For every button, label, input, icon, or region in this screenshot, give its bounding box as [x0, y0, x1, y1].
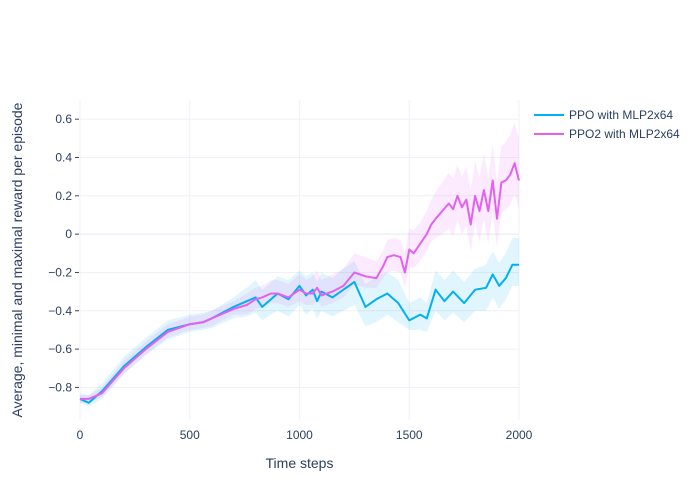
y-axis-ticks: 0.6 0.4 0.2 0 −0.2 −0.4 −0.6 −0.8: [48, 112, 79, 394]
x-axis-title: Time steps: [266, 455, 334, 471]
y-tick-label: 0.4: [55, 150, 72, 164]
y-tick-label: −0.4: [48, 304, 72, 318]
y-tick-label: −0.6: [48, 342, 72, 356]
x-axis-ticks: 0 500 1000 1500 2000: [77, 428, 533, 442]
series-line-1: [80, 162, 520, 400]
x-tick-label: 2000: [506, 428, 533, 442]
x-tick-label: 0: [77, 428, 84, 442]
x-tick-label: 1000: [286, 428, 313, 442]
y-tick-label: −0.8: [48, 380, 72, 394]
y-tick-label: 0: [65, 227, 72, 241]
x-tick-label: 500: [180, 428, 200, 442]
y-tick-label: 0.6: [55, 112, 72, 126]
x-tick-label: 1500: [396, 428, 423, 442]
y-axis-title: Average, minimal and maximal reward per …: [9, 102, 25, 417]
series-lines: [79, 162, 520, 404]
legend-label-ppo2[interactable]: PPO2 with MLP2x64: [569, 127, 680, 141]
legend[interactable]: PPO with MLP2x64 PPO2 with MLP2x64: [534, 108, 680, 141]
y-tick-label: 0.2: [55, 189, 72, 203]
min-max-bands: [80, 123, 519, 407]
grid-lines: [79, 100, 520, 420]
y-tick-label: −0.2: [48, 265, 72, 279]
series-band-0: [80, 238, 519, 407]
legend-label-ppo[interactable]: PPO with MLP2x64: [569, 108, 673, 122]
